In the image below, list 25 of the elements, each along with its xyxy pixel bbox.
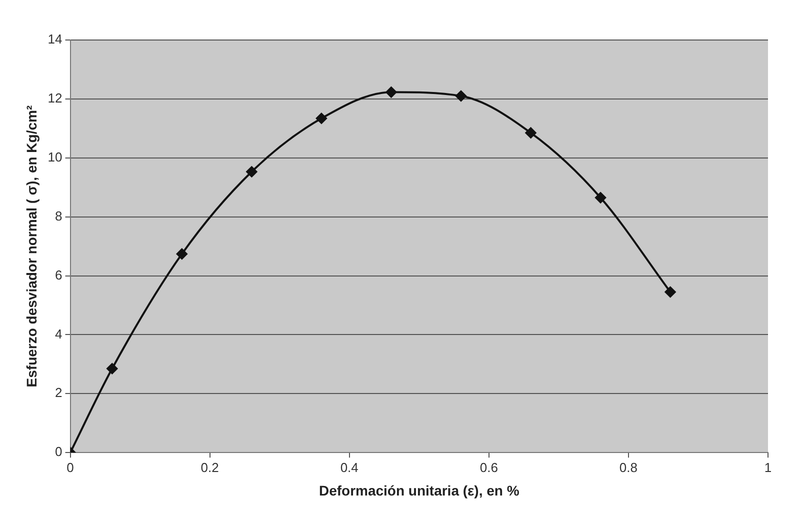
x-tick-label: 0.4	[340, 460, 358, 475]
y-tick-label: 2	[55, 385, 62, 400]
y-tick-label: 14	[48, 32, 62, 47]
x-axis-title: Deformación unitaria (ε), en %	[318, 482, 520, 498]
point	[595, 192, 606, 204]
point	[316, 112, 327, 124]
point	[176, 248, 188, 260]
y-tick-label: 8	[55, 208, 62, 224]
y-tick-label: 12	[48, 90, 62, 106]
point	[106, 363, 118, 374]
point	[246, 166, 258, 178]
y-tick-label: 6	[55, 267, 62, 282]
x-tick-label: 0.6	[480, 460, 498, 475]
x-tick-label: 0.8	[619, 460, 638, 475]
y-tick-label: 4	[55, 326, 62, 342]
y-tick-label: 0	[55, 444, 62, 460]
point	[525, 127, 536, 138]
x-tick-label: 0.2	[200, 460, 219, 475]
x-tick-label: 0	[66, 460, 74, 475]
y-tick-label: 10	[48, 149, 62, 164]
point	[455, 90, 466, 102]
point	[386, 86, 397, 98]
y-axis-title: Esfuerzo desviador normal ( σ), en Kg/cm²	[23, 105, 40, 388]
x-tick-label: 1	[764, 460, 772, 475]
point	[664, 286, 676, 298]
